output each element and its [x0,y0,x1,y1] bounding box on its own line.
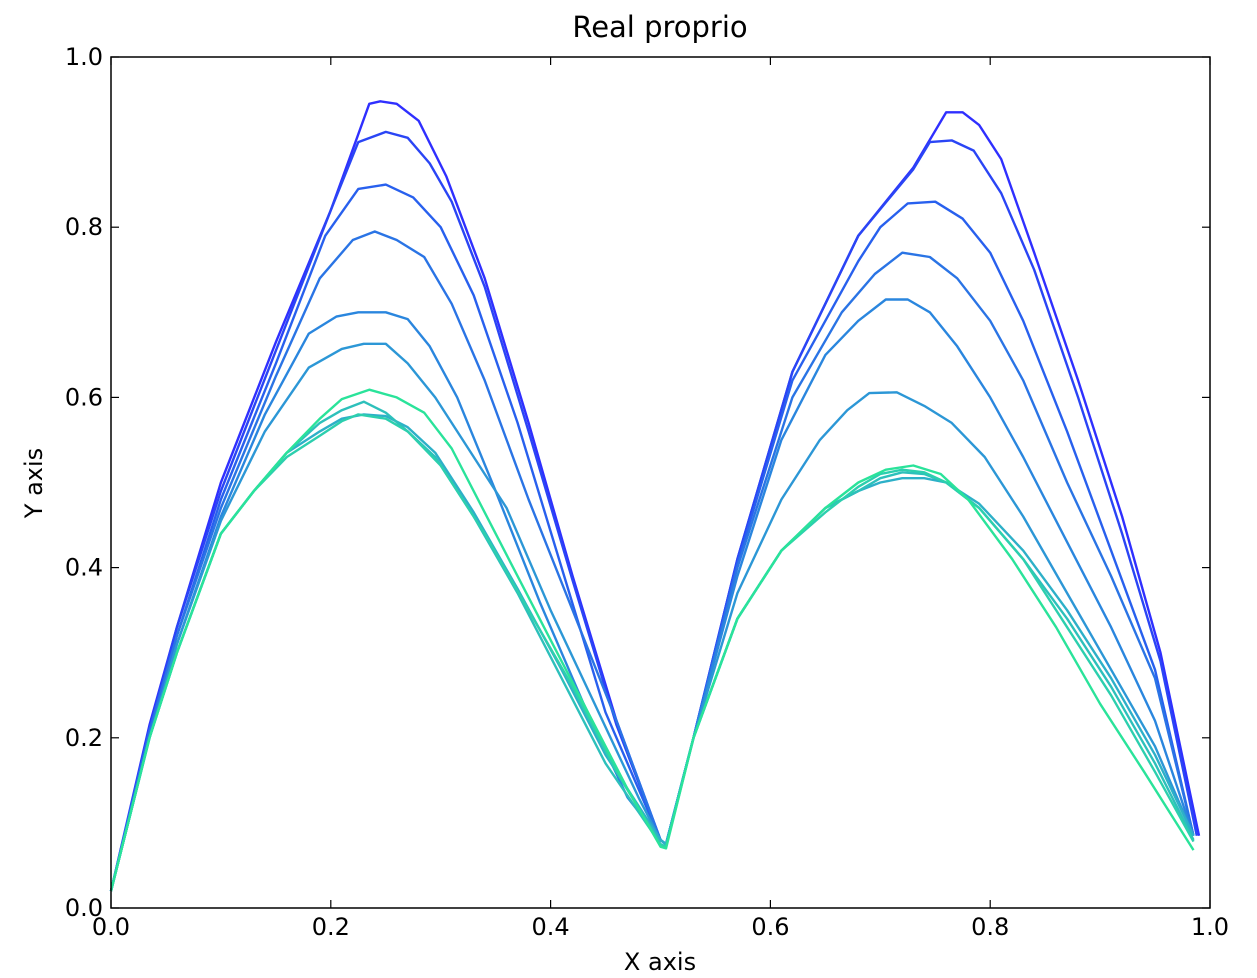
x-tick-label-0: 0.0 [92,913,130,941]
x-tick-label-4: 0.8 [971,913,1009,941]
series-line-2 [109,130,1198,892]
axis-ticks: 0.0 0.2 0.4 0.6 0.8 1.0 0.0 0.2 0.4 0.6 0.8 1.0 [65,43,1229,941]
y-tick-label-5: 1.0 [65,43,103,71]
series-line-6 [109,342,1195,892]
series-line-5 [109,298,1195,892]
y-axis-label: Y axis [20,448,48,519]
x-tick-label-1: 0.2 [312,913,350,941]
x-tick-label-2: 0.4 [532,913,570,941]
x-axis-label: X axis [624,948,696,976]
x-tick-label-3: 0.6 [751,913,789,941]
y-tick-label-3: 0.6 [65,383,103,411]
series-line-3 [109,183,1195,892]
series-line-10 [109,388,1195,892]
y-tick-label-0: 0.0 [65,894,103,922]
series-line-7 [109,413,1195,892]
y-tick-label-1: 0.2 [65,724,103,752]
series-line-1 [109,100,1201,892]
series-lines [109,100,1201,892]
y-tick-label-2: 0.4 [65,554,103,582]
y-tick-label-4: 0.8 [65,213,103,241]
x-tick-label-5: 1.0 [1191,913,1229,941]
plot-frame [110,56,1211,909]
chart-title: Real proprio [572,10,747,44]
